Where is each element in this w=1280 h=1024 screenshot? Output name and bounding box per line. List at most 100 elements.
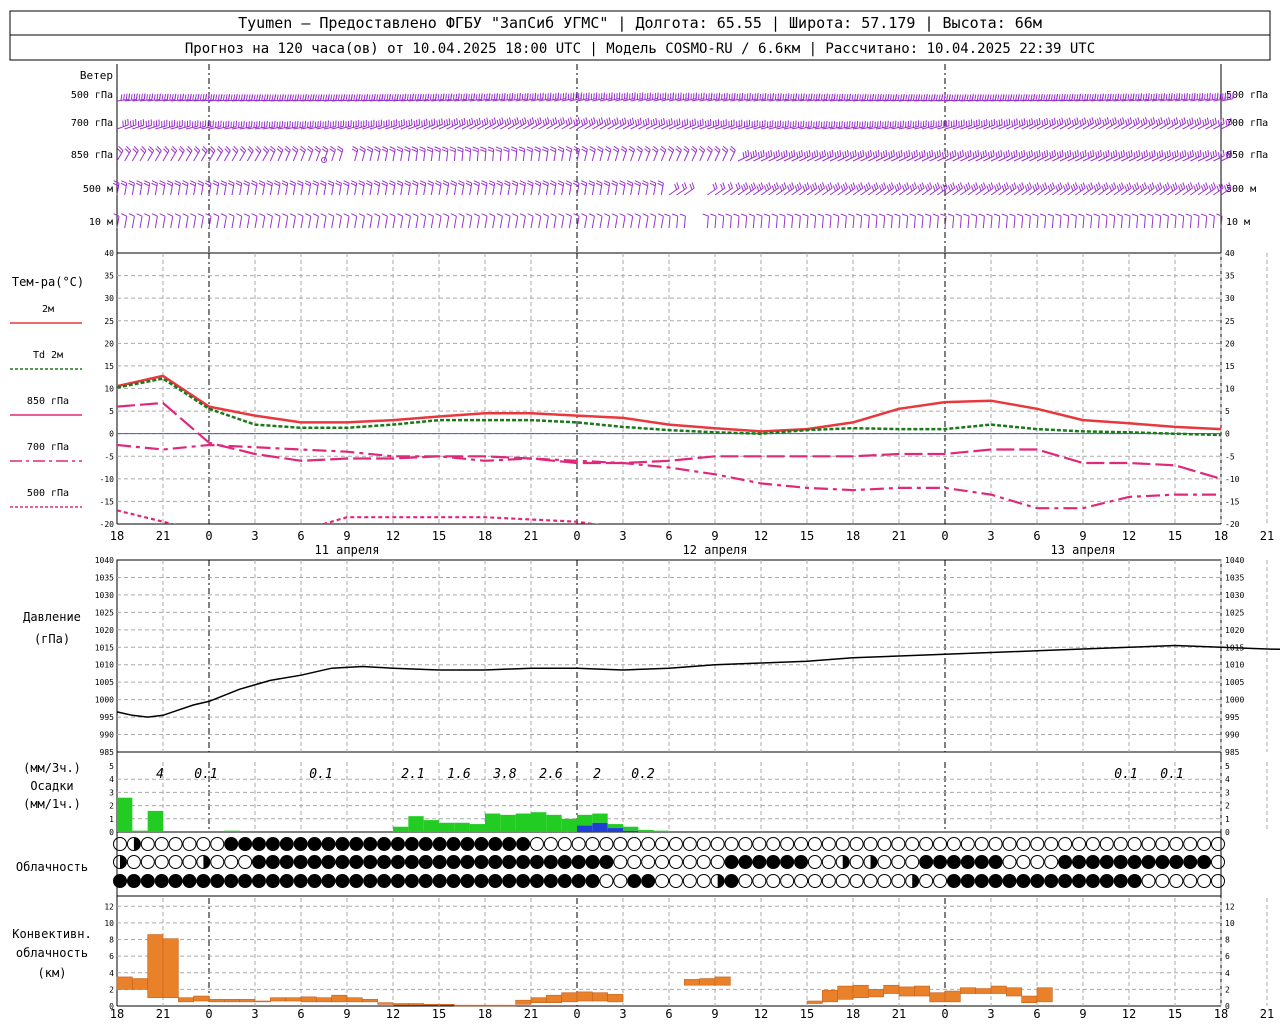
cloud-symbol: [251, 874, 266, 888]
wind-barb-feather: [465, 182, 472, 187]
wind-barb: [1205, 182, 1216, 196]
temp-tick-left-9: -5: [104, 452, 114, 461]
wind-barb: [699, 118, 712, 130]
wind-barb-feather: [1157, 183, 1161, 190]
wind-barb: [1036, 117, 1049, 130]
wind-barb: [162, 119, 176, 130]
wind-barb-feather: [1118, 152, 1121, 159]
wind-barb-staff: [446, 149, 449, 162]
wind-barb: [254, 120, 268, 130]
wind-barb-feather: [396, 182, 403, 187]
wind-barb-feather: [903, 152, 906, 159]
cloud-symbol: [432, 837, 447, 851]
wind-barb-staff: [292, 216, 296, 229]
conv-cloud-bar: [990, 985, 1007, 994]
wind-barb-staff: [131, 216, 135, 229]
wind-barb-feather: [141, 93, 143, 100]
wind-barb-feather: [1062, 213, 1069, 217]
wind-barb-staff: [691, 98, 704, 102]
time-axis-bottom-tick-4: 6: [297, 1007, 304, 1021]
cloud-symbol: [363, 874, 378, 888]
wind-barb-feather: [1085, 185, 1089, 192]
wind-barb-staff: [239, 126, 252, 130]
wind-barb-feather: [495, 146, 502, 150]
time-axis-top-tick-25: 21: [1260, 529, 1274, 543]
cloud-half: [870, 855, 878, 869]
wind-barb-staff: [124, 98, 137, 102]
wind-barb-feather: [588, 213, 595, 217]
wind-barb-feather: [1132, 119, 1136, 126]
wind-barb-feather: [620, 148, 627, 153]
wind-barb: [1059, 182, 1071, 196]
wind-barb-feather: [1066, 118, 1069, 125]
conv-cloud-bar: [392, 1003, 409, 1006]
wind-barb-feather: [1151, 151, 1154, 158]
wind-barb-feather: [867, 182, 871, 189]
wind-barb: [1174, 182, 1186, 196]
wind-barb-feather: [438, 119, 441, 126]
wind-barb-staff: [569, 98, 582, 102]
wind-barb-staff: [722, 187, 733, 196]
wind-barb-staff: [1144, 98, 1157, 102]
wind-barb-feather: [120, 94, 123, 101]
wind-barb: [998, 182, 1009, 196]
cloud-symbol: [543, 874, 558, 888]
cloud-circle: [251, 855, 266, 869]
cloud-circle: [1058, 874, 1073, 888]
wind-barb-feather: [916, 149, 919, 157]
wind-barb-feather: [805, 94, 808, 101]
wind-barb: [944, 149, 957, 162]
wind-barb-feather: [544, 118, 548, 125]
wind-barb-staff: [1067, 122, 1079, 130]
wind-barb-feather: [1101, 94, 1104, 101]
wind-barb-feather: [1140, 94, 1142, 101]
cloud-circle: [849, 855, 864, 869]
wind-barb-feather: [940, 94, 944, 101]
wind-barb-staff: [231, 183, 235, 196]
wind-barb-feather: [650, 120, 653, 127]
wind-barb-feather: [714, 148, 720, 153]
wind-barb-feather: [417, 93, 420, 101]
wind-barb: [385, 93, 399, 102]
wind-barb: [650, 213, 657, 229]
cloud-symbol: [738, 855, 753, 869]
wind-barb: [944, 119, 958, 130]
cloud-circle: [446, 874, 461, 888]
wind-barb-feather: [1126, 183, 1130, 190]
wind-barb: [116, 93, 131, 102]
wind-barb: [500, 117, 512, 130]
conv-tick-right-6: 0: [1225, 1002, 1230, 1011]
conv-tick-right-1: 10: [1225, 919, 1235, 928]
cloud-symbol: [627, 874, 642, 888]
wind-barb: [725, 213, 732, 229]
cloud-circle: [154, 874, 169, 888]
wind-barb-feather: [871, 213, 878, 217]
cloud-symbol: [1058, 837, 1073, 851]
wind-barb: [224, 120, 238, 130]
conv-cloud-bar: [1006, 987, 1022, 997]
wind-barb: [852, 182, 864, 196]
wind-barb: [573, 213, 580, 229]
wind-barb-feather: [426, 118, 428, 125]
wind-barb-feather: [489, 119, 492, 126]
pressure-line: [116, 644, 1280, 718]
wind-barb-feather: [317, 94, 320, 101]
wind-barb-feather: [1049, 120, 1052, 127]
wind-barb-staff: [1029, 155, 1041, 162]
wind-barb: [1205, 117, 1217, 130]
wind-barb-feather: [873, 183, 877, 190]
cloud-symbol: [1155, 874, 1170, 888]
wind-barb-feather: [1073, 94, 1076, 101]
wind-barb-feather: [480, 182, 487, 187]
pres-tick-left-7: 1005: [95, 678, 114, 687]
wind-barb-feather: [435, 213, 442, 217]
wind-barb-feather: [821, 151, 824, 158]
wind-barb-staff: [361, 183, 365, 196]
wind-barb-feather: [861, 121, 864, 128]
wind-barb: [975, 119, 988, 130]
wind-barb-feather: [984, 94, 987, 101]
wind-barb-feather: [964, 152, 967, 159]
cloud-circle: [752, 855, 767, 869]
cloud-circle: [363, 874, 378, 888]
